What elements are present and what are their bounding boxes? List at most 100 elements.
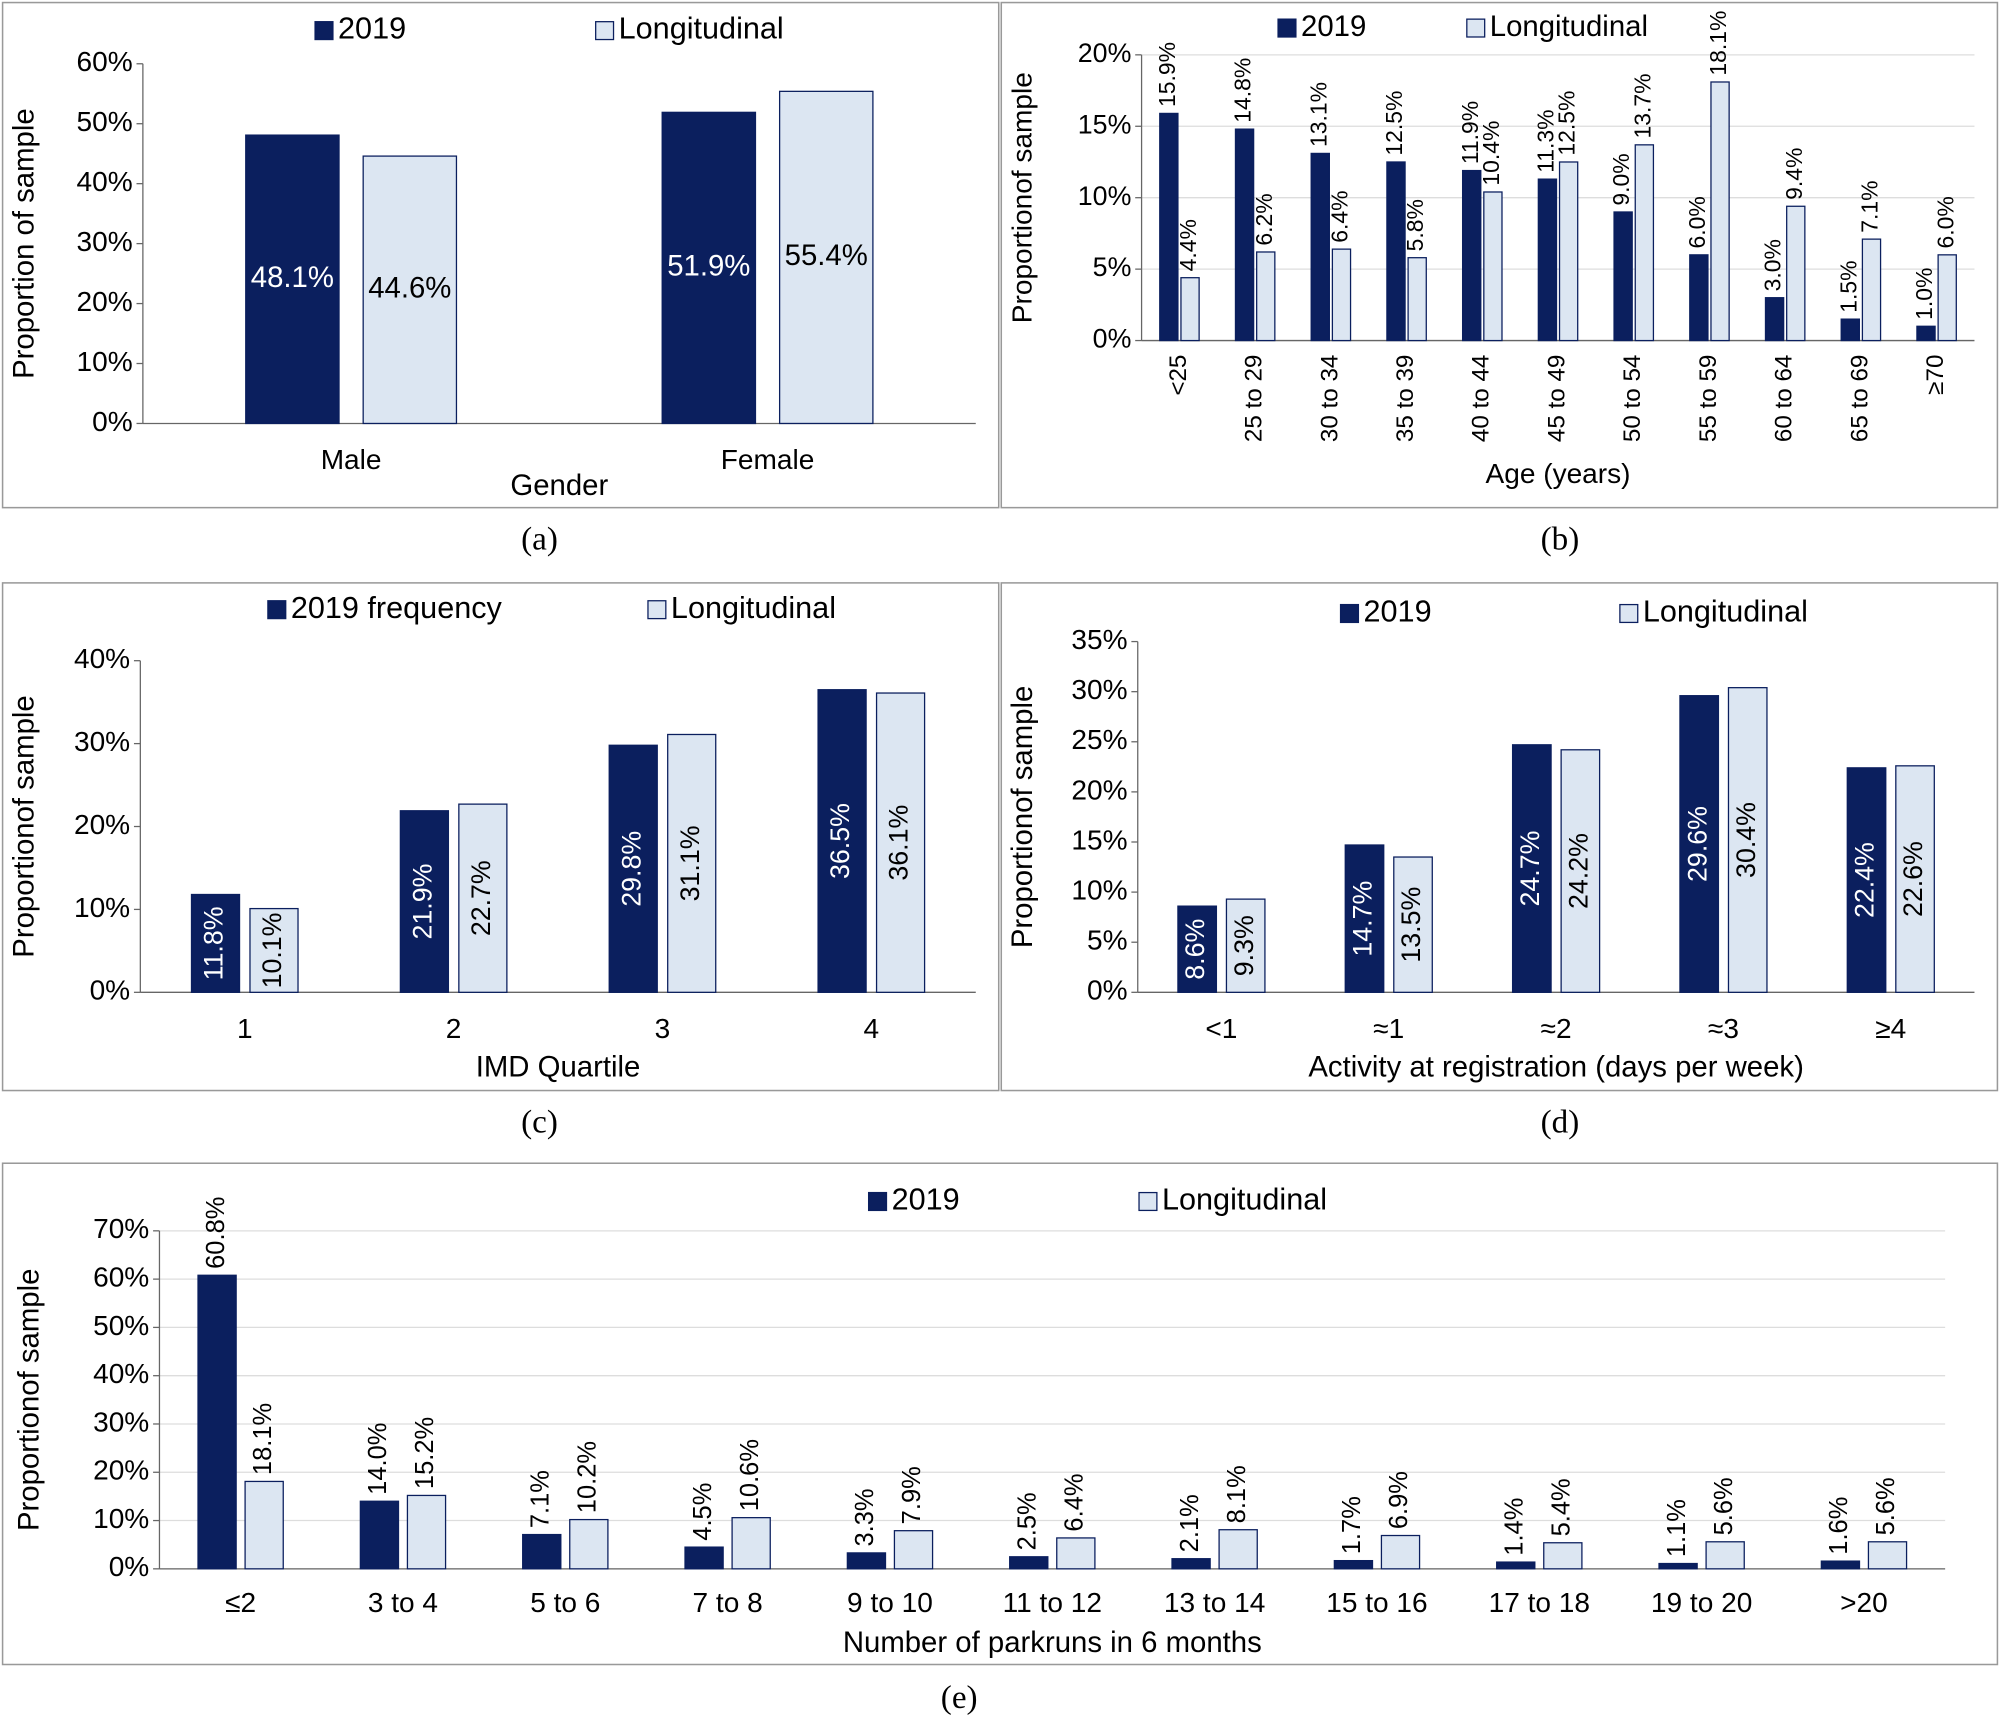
value-label: 36.5%	[825, 803, 855, 879]
panel-border	[1000, 582, 1999, 1092]
y-tick-label: 60%	[93, 1262, 149, 1293]
value-label: 4.5%	[689, 1483, 717, 1541]
bar	[1820, 1560, 1861, 1570]
y-tick-label: 20%	[74, 809, 130, 840]
bar	[817, 689, 867, 993]
bar	[1177, 905, 1218, 993]
legend-label: 2019	[1301, 10, 1366, 43]
value-label: 11.8%	[199, 906, 229, 980]
y-tick-label: 30%	[1071, 674, 1127, 705]
y-tick-label: 30%	[93, 1406, 149, 1437]
bar	[846, 1552, 887, 1570]
y-axis-title: Proportionof sample	[12, 1269, 45, 1531]
x-tick-label: 4	[864, 1013, 880, 1044]
x-tick-label: <25	[1165, 355, 1192, 396]
legend-swatch	[314, 21, 334, 41]
x-tick-label: 2	[446, 1013, 462, 1044]
y-tick-label: 0%	[1087, 975, 1128, 1006]
bar	[1689, 254, 1709, 342]
y-tick-label: 50%	[77, 106, 133, 137]
value-label: 29.6%	[1682, 806, 1712, 882]
y-tick-label: 10%	[1078, 181, 1132, 211]
bar	[1786, 205, 1806, 342]
y-tick-label: 20%	[93, 1455, 149, 1486]
x-tick-label: >20	[1840, 1587, 1888, 1618]
value-label: 5.6%	[1710, 1477, 1738, 1535]
bar	[1393, 856, 1433, 993]
x-tick-label: 1	[237, 1013, 253, 1044]
value-label: 6.4%	[1061, 1473, 1089, 1531]
bar	[1764, 297, 1785, 342]
value-label: 1.1%	[1663, 1499, 1691, 1557]
value-label: 9.3%	[1229, 915, 1259, 976]
value-label: 3.3%	[851, 1488, 879, 1546]
value-label: 51.9%	[667, 250, 750, 283]
x-tick-label: 55 to 59	[1695, 355, 1722, 443]
bar	[1895, 765, 1935, 993]
x-tick-label: 35 to 39	[1392, 355, 1419, 443]
value-label: 11.9%	[1457, 101, 1483, 164]
value-label: 9.4%	[1781, 148, 1807, 200]
legend-label: 2019	[1364, 595, 1432, 629]
bar	[406, 1494, 447, 1570]
y-axis-title: Proportionof sample	[1006, 686, 1039, 948]
value-label: 18.1%	[1705, 11, 1731, 76]
value-label: 22.6%	[1898, 841, 1928, 917]
value-label: 1.5%	[1835, 260, 1861, 312]
value-label: 6.2%	[1251, 193, 1277, 245]
x-tick-label: 5 to 6	[530, 1587, 600, 1618]
legend-label: 2019 frequency	[291, 591, 503, 625]
bar	[1256, 251, 1276, 342]
y-axis-title: Proportionof sample	[7, 695, 40, 957]
legend-label: Longitudinal	[619, 12, 784, 46]
bar	[1537, 178, 1558, 342]
bar	[1937, 254, 1957, 342]
value-label: 36.1%	[884, 805, 914, 881]
value-label: 30.4%	[1731, 802, 1761, 878]
bar	[1380, 1534, 1421, 1570]
value-label: 15.2%	[411, 1417, 439, 1489]
y-tick-label: 0%	[92, 406, 133, 437]
bar	[1496, 1561, 1536, 1570]
y-axis-title: Proportionof sample	[1007, 72, 1038, 323]
panel-border	[1000, 1, 1999, 509]
legend-label: Longitudinal	[1490, 10, 1648, 43]
bar	[1613, 211, 1633, 342]
value-label: 48.1%	[251, 261, 334, 294]
value-label: 44.6%	[368, 272, 451, 305]
x-tick-label: 60 to 64	[1771, 355, 1798, 443]
x-tick-label: 3	[655, 1013, 671, 1044]
bar	[1159, 112, 1179, 342]
x-tick-label: 45 to 49	[1543, 355, 1570, 443]
x-axis-title: Age (years)	[1486, 458, 1631, 489]
bar	[1225, 898, 1266, 993]
y-tick-label: 10%	[93, 1503, 149, 1534]
value-label: 1.4%	[1500, 1498, 1528, 1556]
x-tick-label: ≤2	[225, 1587, 256, 1618]
value-label: 5.8%	[1402, 199, 1428, 251]
bar	[875, 692, 926, 993]
value-label: 13.7%	[1629, 73, 1655, 138]
bar	[1840, 318, 1861, 342]
bar	[1916, 325, 1936, 342]
bar	[1218, 1529, 1258, 1570]
y-tick-label: 40%	[93, 1358, 149, 1389]
bar	[458, 803, 508, 993]
value-label: 14.7%	[1348, 881, 1378, 957]
value-label: 4.4%	[1175, 219, 1201, 271]
panel-border	[1, 1, 1000, 509]
bar	[1331, 248, 1352, 342]
bar	[684, 1546, 724, 1570]
value-label: 22.7%	[466, 860, 496, 936]
bar	[362, 155, 458, 425]
y-tick-label: 30%	[74, 726, 130, 757]
y-tick-label: 50%	[93, 1310, 149, 1341]
bar	[1344, 844, 1385, 993]
value-label: 31.1%	[675, 825, 705, 901]
bar	[1511, 744, 1552, 993]
panel-border	[1, 582, 1000, 1092]
bar	[1386, 161, 1406, 342]
x-tick-label: ≈2	[1541, 1013, 1572, 1044]
value-label: 6.0%	[1684, 196, 1710, 248]
